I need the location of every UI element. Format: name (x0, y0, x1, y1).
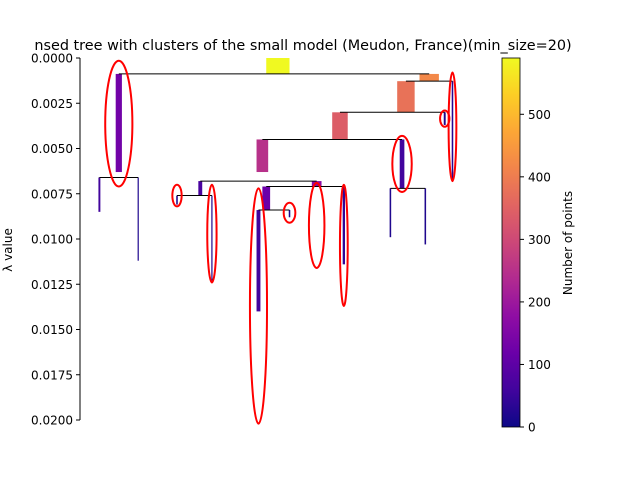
chart-title: nsed tree with clusters of the small mod… (34, 38, 571, 54)
tree-branch-8 (399, 139, 405, 189)
tree-branch-14 (211, 195, 213, 281)
selected-cluster-ellipse-7 (282, 201, 297, 224)
tree-branch-20 (424, 188, 427, 245)
y-tick-label-3: 0.0075 (31, 187, 73, 201)
colorbar: 0 100 200 300 400 500 (501, 57, 551, 435)
y-tick-label-7: 0.0175 (31, 368, 73, 382)
y-axis: 0.0000 0.0025 0.0050 0.0075 0.0100 0.0125 0.01… (31, 52, 81, 428)
tree-branch-16 (342, 186, 346, 265)
selected-cluster-ellipse-9 (338, 183, 349, 307)
colorbar-tick-label-3: 300 (528, 233, 551, 247)
tree-branch-1 (115, 73, 122, 173)
tree-branch-10 (137, 177, 139, 261)
y-tick-label-4: 0.0100 (31, 233, 73, 247)
selected-cluster-ellipse-4 (171, 183, 183, 208)
selected-cluster-ellipse-2 (439, 109, 451, 128)
colorbar-tick-label-2: 200 (528, 295, 551, 309)
tree-branch-18 (288, 210, 291, 218)
selected-cluster-ellipse-5 (206, 183, 218, 284)
tree-branch-0 (266, 58, 290, 74)
y-tick-label-1: 0.0025 (31, 97, 73, 111)
tree-branch-7 (256, 139, 269, 173)
y-axis-label: λ value (1, 228, 15, 272)
colorbar-tick-label-4: 400 (528, 170, 551, 184)
colorbar-tick-label-0: 0 (528, 421, 536, 435)
selected-cluster-ellipse-3 (391, 134, 413, 193)
tree-branch-19 (389, 188, 392, 238)
selected-cluster-ellipse-0 (104, 59, 134, 188)
colorbar-tick-label-1: 100 (528, 358, 551, 372)
tree-branch-17 (256, 210, 261, 312)
tree-branch-9 (98, 177, 101, 212)
tree-branch-11 (198, 181, 203, 196)
tree-branch-15 (262, 186, 271, 211)
tree-branch-4 (451, 81, 454, 180)
plot-area (98, 58, 458, 425)
y-tick-label-6: 0.0150 (31, 323, 73, 337)
colorbar-label: Number of points (561, 191, 575, 295)
selected-cluster-ellipse-8 (307, 181, 326, 269)
tree-branch-5 (332, 112, 348, 140)
y-tick-label-2: 0.0050 (31, 142, 73, 156)
tree-branch-3 (397, 81, 415, 113)
colorbar-gradient (501, 57, 521, 428)
selected-cluster-ellipse-6 (248, 187, 269, 425)
tree-branch-6 (443, 112, 446, 125)
selected-cluster-ellipse-1 (447, 71, 458, 183)
tree-branch-13 (176, 195, 178, 205)
y-tick-label-0: 0.0000 (31, 52, 73, 66)
colorbar-tick-label-5: 500 (528, 108, 551, 122)
tree-branch-2 (419, 73, 439, 82)
y-tick-label-5: 0.0125 (31, 278, 73, 292)
y-tick-label-8: 0.0200 (31, 414, 73, 428)
